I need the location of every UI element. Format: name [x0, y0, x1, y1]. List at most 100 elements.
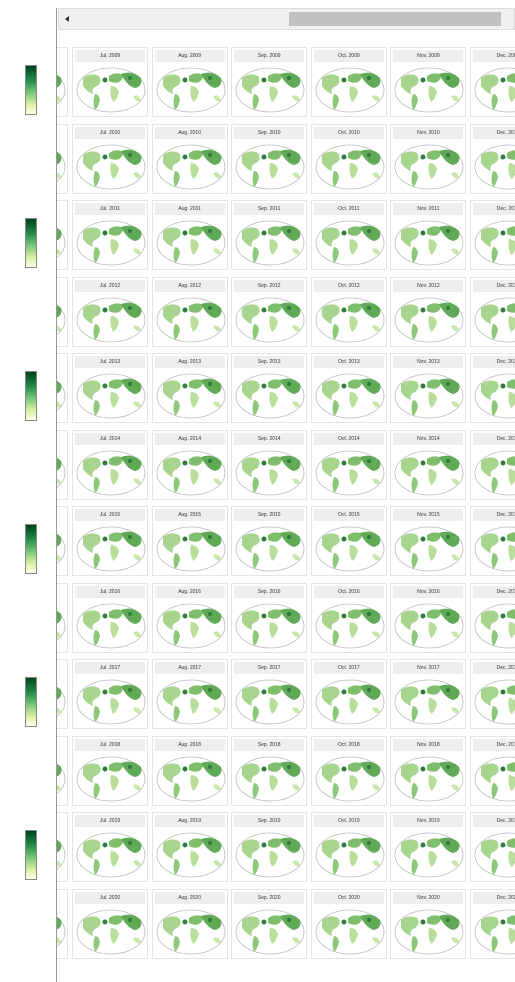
panel-title: Nov. 2009	[393, 50, 463, 62]
map	[314, 217, 386, 269]
map	[473, 906, 515, 958]
map	[75, 370, 147, 422]
panel-title: Dec. 2009	[473, 50, 515, 62]
panel-title: Nov. 2011	[393, 203, 463, 215]
map	[393, 676, 465, 728]
map-panel: Sep. 2009	[231, 47, 307, 117]
panel-title: Dec. 2010	[473, 127, 515, 139]
panel-title: Aug. 2016	[155, 586, 225, 598]
map-panel: Jul. 2012	[72, 277, 148, 347]
panel-title: Nov. 2016	[393, 586, 463, 598]
panel-title: Nov. 2017	[393, 662, 463, 674]
map-panel: Jul. 2010	[72, 124, 148, 194]
panel-title: Dec. 2011	[473, 203, 515, 215]
map	[155, 447, 227, 499]
panel-title: Dec. 2014	[473, 433, 515, 445]
map	[393, 906, 465, 958]
panel-title: Sep. 2012	[234, 280, 304, 292]
map	[155, 64, 227, 116]
map	[234, 753, 306, 805]
map	[234, 906, 306, 958]
map-panel: Sep. 2014	[231, 430, 307, 500]
panel-title: Nov. 2020	[393, 892, 463, 904]
map-panel: Oct. 2015	[311, 506, 387, 576]
panel-title: Dec. 2013	[473, 356, 515, 368]
map-panel: Dec. 2010	[470, 124, 515, 194]
panel-title: Dec. 2017	[473, 662, 515, 674]
map-panel: Aug. 2012	[152, 277, 228, 347]
map-panel: Sep. 2011	[231, 200, 307, 270]
panel-title: Sep. 2011	[234, 203, 304, 215]
map	[314, 523, 386, 575]
map-panel: Dec. 2009	[470, 47, 515, 117]
map	[75, 447, 147, 499]
map-panel	[57, 200, 68, 270]
panel-title: Oct. 2013	[314, 356, 384, 368]
map	[234, 447, 306, 499]
panel-title: Dec. 2020	[473, 892, 515, 904]
map-panel: Nov. 2009	[390, 47, 466, 117]
map-panel: Aug. 2015	[152, 506, 228, 576]
map	[314, 294, 386, 346]
map-panel: Aug. 2017	[152, 659, 228, 729]
map-panel: Aug. 2011	[152, 200, 228, 270]
map	[314, 753, 386, 805]
panel-title: Aug. 2010	[155, 127, 225, 139]
map	[393, 217, 465, 269]
panel-title: Nov. 2012	[393, 280, 463, 292]
map	[57, 370, 67, 422]
panel-title: Aug. 2017	[155, 662, 225, 674]
map-panel	[57, 277, 68, 347]
panel-title: Nov. 2010	[393, 127, 463, 139]
map-panel: Sep. 2010	[231, 124, 307, 194]
map-panel: Nov. 2012	[390, 277, 466, 347]
map-panel: Aug. 2019	[152, 812, 228, 882]
map	[234, 676, 306, 728]
map-panel: Oct. 2016	[311, 583, 387, 653]
map-panel: Nov. 2017	[390, 659, 466, 729]
map	[75, 906, 147, 958]
map-panel: Jul. 2018	[72, 736, 148, 806]
panel-title: Oct. 2020	[314, 892, 384, 904]
map-panel	[57, 353, 68, 423]
panel-title: Sep. 2019	[234, 815, 304, 827]
scroll-left-arrow[interactable]	[63, 9, 73, 29]
panel-title: Jul. 2020	[75, 892, 145, 904]
panel-title: Nov. 2013	[393, 356, 463, 368]
map-panel: Nov. 2018	[390, 736, 466, 806]
map	[473, 447, 515, 499]
horizontal-scrollbar[interactable]	[58, 8, 515, 30]
map-panel: Oct. 2018	[311, 736, 387, 806]
map-panel: Oct. 2017	[311, 659, 387, 729]
map-panel: Jul. 2009	[72, 47, 148, 117]
panel-title: Jul. 2015	[75, 509, 145, 521]
panel-title: Jul. 2010	[75, 127, 145, 139]
panel-title: Aug. 2009	[155, 50, 225, 62]
map-panel	[57, 430, 68, 500]
map	[234, 141, 306, 193]
map	[393, 753, 465, 805]
colorbar	[25, 524, 37, 574]
map-panel	[57, 124, 68, 194]
panel-title: Oct. 2012	[314, 280, 384, 292]
map	[155, 141, 227, 193]
map	[155, 294, 227, 346]
panel-title: Sep. 2009	[234, 50, 304, 62]
map	[75, 753, 147, 805]
map	[57, 829, 67, 881]
panel-title: Aug. 2013	[155, 356, 225, 368]
map-panel: Oct. 2012	[311, 277, 387, 347]
map	[393, 294, 465, 346]
map-panel: Oct. 2010	[311, 124, 387, 194]
map	[473, 600, 515, 652]
map-panel: Sep. 2019	[231, 812, 307, 882]
panel-title: Jul. 2016	[75, 586, 145, 598]
scrollbar-thumb[interactable]	[289, 12, 501, 26]
panel-title: Sep. 2020	[234, 892, 304, 904]
map-panel: Sep. 2018	[231, 736, 307, 806]
map	[57, 141, 67, 193]
panel-title: Sep. 2010	[234, 127, 304, 139]
map	[393, 141, 465, 193]
map-panel: Jul. 2011	[72, 200, 148, 270]
panel-title: Jul. 2011	[75, 203, 145, 215]
